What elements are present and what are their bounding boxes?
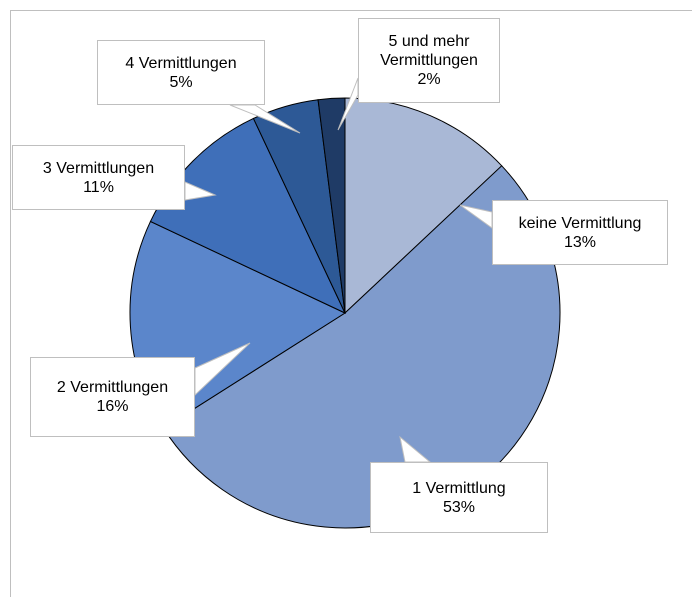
value-label: 11%: [83, 178, 114, 196]
category-label: keine Vermittlung: [518, 214, 642, 232]
data-label: keine Vermittlung 13%: [492, 200, 668, 265]
category-label: 5 und mehr Vermittlungen: [380, 33, 478, 69]
pie-slice: [149, 117, 347, 315]
data-label: 5 und mehr Vermittlungen 2%: [358, 18, 500, 103]
value-label: 53%: [442, 498, 476, 516]
callout-pointer: [229, 104, 301, 134]
data-label: 3 Vermittlungen 11%: [12, 145, 185, 210]
callout-pointer: [184, 181, 217, 201]
data-label: 4 Vermittlungen 5%: [97, 40, 265, 105]
value-label: 13%: [563, 233, 597, 251]
data-label: 1 Vermittlung 53%: [370, 462, 548, 533]
value-label: 16%: [96, 398, 129, 415]
category-label: 1 Vermittlung: [412, 479, 506, 497]
data-label: 2 Vermittlungen 16%: [30, 357, 195, 437]
category-label: 3 Vermittlungen: [42, 159, 155, 177]
value-label: 2%: [417, 71, 441, 88]
chart-frame: [10, 10, 692, 597]
category-label: 2 Vermittlungen: [56, 379, 169, 396]
category-label: 4 Vermittlungen: [125, 54, 237, 72]
pie-slice: [317, 97, 346, 314]
callout-pointer: [194, 342, 251, 397]
value-label: 5%: [169, 73, 193, 91]
